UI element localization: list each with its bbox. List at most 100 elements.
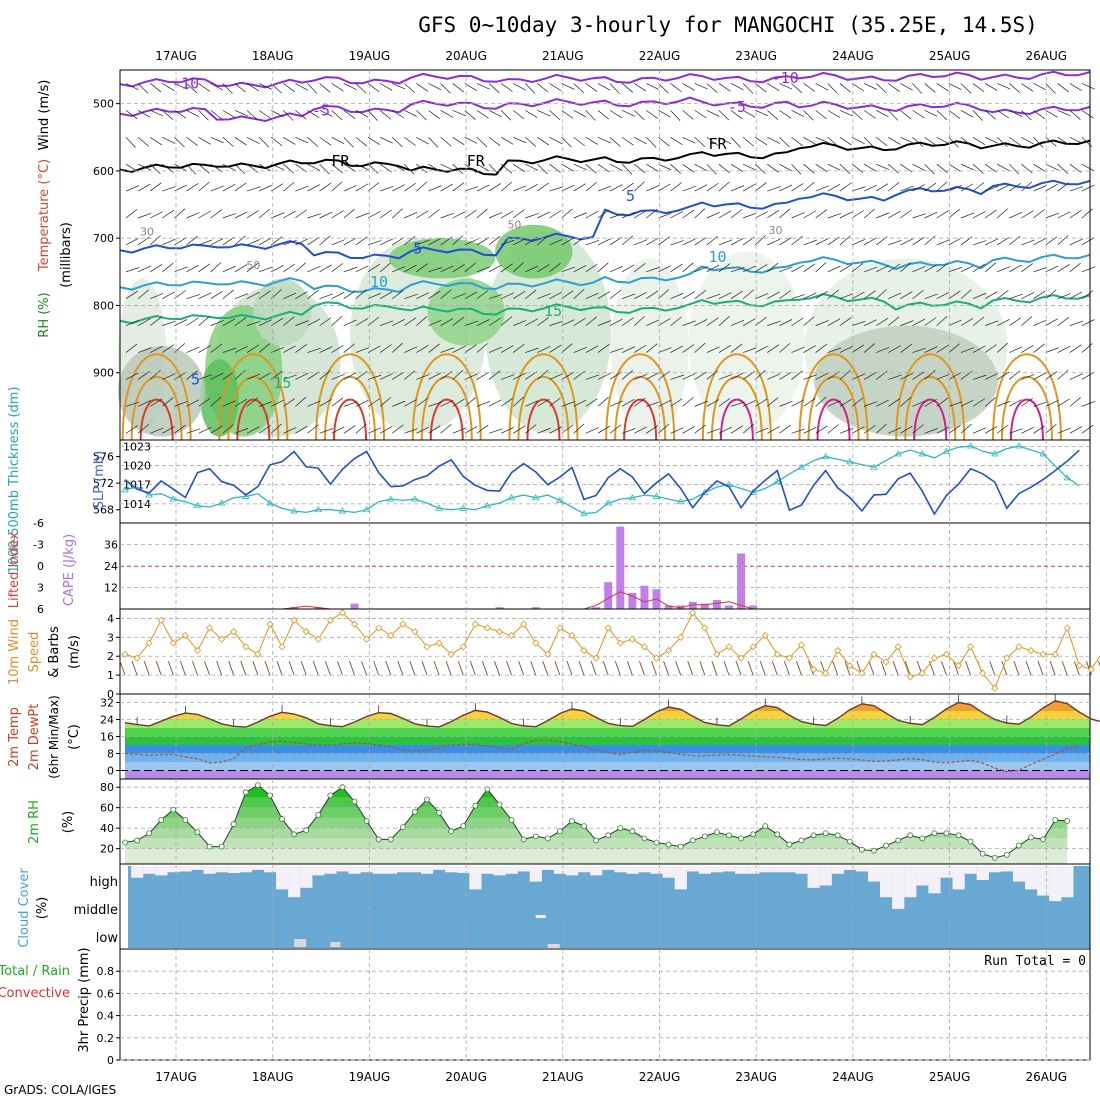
wind-barb — [1057, 398, 1070, 407]
wind-barb — [331, 181, 343, 192]
wind10m-barb — [1098, 660, 1100, 667]
wind-barb — [888, 374, 902, 380]
wind-barb — [585, 240, 600, 246]
cloud-high-gap — [360, 866, 373, 873]
wind-barb — [646, 137, 657, 148]
cloud-level-label: low — [96, 931, 119, 946]
rh-point — [798, 837, 805, 844]
wind-barb — [815, 291, 828, 300]
wind-barb — [912, 318, 926, 326]
wind-barb — [464, 163, 477, 173]
wind-barb — [125, 137, 136, 148]
wind-barb — [404, 399, 417, 407]
wind10m-point — [338, 609, 347, 617]
wind-barb — [1057, 235, 1069, 246]
wind-barb — [1057, 83, 1069, 93]
wind10m-point — [979, 669, 987, 677]
wind-barb — [343, 343, 355, 353]
wind-barb — [513, 320, 527, 326]
wind-barb — [997, 184, 1010, 192]
wind-barb — [186, 317, 199, 326]
rh-point — [581, 823, 587, 830]
temp-isotherm-arc — [913, 398, 948, 441]
wind-ylabel-2: Speed — [27, 632, 42, 673]
rh-tick-label: 80 — [100, 781, 114, 794]
cloud-high-gap — [179, 866, 192, 872]
wind-barb — [948, 163, 961, 172]
slp-tick-label: 1023 — [123, 440, 151, 453]
wind-barb — [609, 266, 624, 273]
wind-barb — [815, 163, 828, 173]
thickness-point — [821, 452, 830, 459]
wind-barb — [646, 83, 660, 90]
rh-point — [436, 809, 442, 816]
wind-barb — [416, 181, 428, 192]
wind-barb — [609, 184, 623, 192]
wind-barb — [137, 236, 150, 246]
wind-barb — [694, 290, 707, 300]
wind-barb — [428, 137, 439, 148]
wind-barb — [1057, 427, 1071, 434]
wind-barb — [803, 83, 816, 92]
wind-barb — [900, 373, 914, 380]
wind-barb — [597, 209, 610, 219]
wind-barb — [391, 424, 404, 434]
wind-barb — [718, 397, 731, 407]
rh-point — [375, 836, 382, 843]
wind10m-barb — [554, 660, 561, 676]
cloud-high-gap — [396, 866, 410, 873]
wind-barb — [561, 343, 573, 353]
wind-barb — [573, 346, 587, 353]
wind10m-barb — [228, 660, 235, 676]
wind-ylabel-1: 10m Wind — [7, 619, 22, 685]
wind-barb — [137, 265, 151, 273]
wind-barb — [863, 290, 876, 300]
wind10m-point — [363, 635, 371, 643]
wind10m-barb — [216, 660, 223, 676]
cape-bar — [700, 603, 709, 609]
wind-barb — [1081, 319, 1095, 326]
wind-barb — [222, 137, 234, 147]
wind-barb — [452, 316, 465, 326]
wind-barb — [1045, 110, 1058, 118]
wind-tick-label: 2 — [107, 650, 114, 663]
wind-barb — [367, 83, 380, 93]
wind-barb — [621, 136, 634, 146]
wind-barb — [851, 373, 866, 380]
cloud-high-gap — [988, 866, 1001, 873]
wind-barb — [307, 163, 321, 171]
wind-barb — [319, 83, 331, 93]
wind10m-barb — [796, 660, 802, 676]
wind-barb — [706, 235, 718, 246]
wind-barb — [646, 110, 658, 119]
wind-barb — [706, 182, 719, 192]
wind-barb — [682, 136, 696, 144]
wind-barb — [464, 83, 477, 91]
thickness-point — [435, 504, 443, 511]
wind-barb — [355, 137, 368, 147]
wind-barb — [416, 292, 430, 300]
wind-barb — [827, 213, 842, 219]
wind-barb — [150, 345, 163, 353]
wind-barb — [525, 347, 539, 353]
wind-barb — [851, 83, 865, 92]
cloud-low-gap — [294, 939, 307, 947]
wind-ylabel-4: (m/s) — [67, 635, 82, 669]
wind-barb — [149, 182, 162, 192]
wind-barb — [125, 238, 139, 246]
rh-tick-label: 40 — [100, 822, 114, 835]
wind-barb — [585, 345, 599, 353]
wind-barb — [730, 401, 745, 407]
wind-barb — [271, 317, 284, 326]
wind-barb — [1021, 163, 1033, 174]
wind-barb — [331, 110, 343, 121]
wind-barb — [1009, 163, 1020, 175]
wind10m-point — [254, 650, 262, 658]
wind-barb — [210, 238, 224, 246]
wind-barb — [730, 343, 743, 353]
cloud-high-gap — [674, 866, 687, 890]
wind-barb — [428, 267, 442, 273]
inst-ylabel-cape: CAPE (J/kg) — [62, 534, 77, 606]
wind-barb — [488, 399, 502, 407]
wind-barb — [198, 83, 211, 92]
